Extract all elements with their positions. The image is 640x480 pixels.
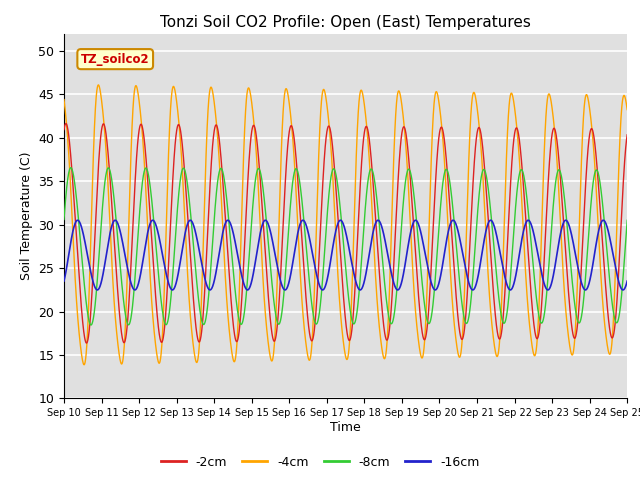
X-axis label: Time: Time: [330, 421, 361, 434]
Text: TZ_soilco2: TZ_soilco2: [81, 53, 150, 66]
Title: Tonzi Soil CO2 Profile: Open (East) Temperatures: Tonzi Soil CO2 Profile: Open (East) Temp…: [160, 15, 531, 30]
Legend: -2cm, -4cm, -8cm, -16cm: -2cm, -4cm, -8cm, -16cm: [156, 451, 484, 474]
Y-axis label: Soil Temperature (C): Soil Temperature (C): [20, 152, 33, 280]
